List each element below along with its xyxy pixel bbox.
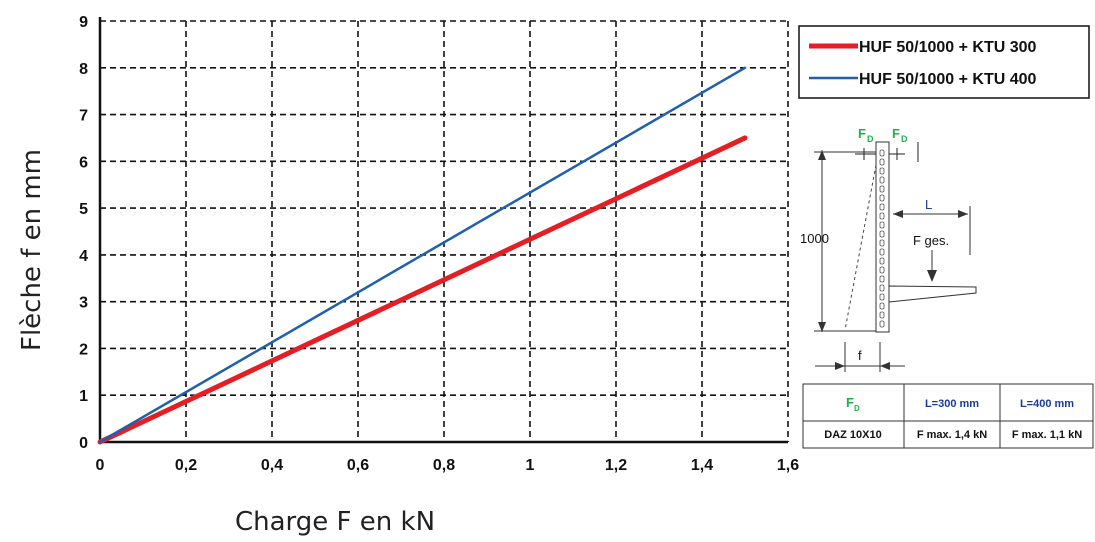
legend-label-ktu400: HUF 50/1000 + KTU 400 bbox=[859, 71, 1037, 88]
axes bbox=[98, 17, 788, 444]
y-tick-label: 4 bbox=[79, 248, 88, 265]
rail-hole bbox=[879, 185, 885, 193]
rail-hole bbox=[879, 230, 885, 238]
x-tick-label: 0,8 bbox=[433, 457, 455, 474]
rail-hole bbox=[879, 320, 885, 328]
table-cell-l400: F max. 1,1 kN bbox=[1012, 429, 1082, 441]
y-tick-label: 7 bbox=[79, 108, 88, 125]
force-label: F ges. bbox=[913, 233, 949, 248]
fd-label-1: F bbox=[858, 126, 866, 141]
f-arrow-left bbox=[835, 362, 845, 370]
y-tick-label: 2 bbox=[79, 341, 88, 358]
length-arrow-right bbox=[958, 210, 968, 218]
rail-hole bbox=[879, 149, 885, 157]
rail-hole bbox=[879, 239, 885, 247]
table-header-fd-sub: D bbox=[854, 404, 860, 413]
x-tick-label: 1 bbox=[526, 457, 535, 474]
height-arrow-bottom bbox=[818, 322, 826, 332]
series-layer bbox=[97, 66, 748, 445]
rail-hole bbox=[879, 257, 885, 265]
rail-hole bbox=[879, 167, 885, 175]
series-line-ktu300 bbox=[97, 135, 748, 445]
x-tick-label: 1,2 bbox=[605, 457, 627, 474]
rail-hole bbox=[879, 302, 885, 310]
rail-hole bbox=[879, 284, 885, 292]
rail-hole bbox=[879, 293, 885, 301]
y-tick-label: 9 bbox=[79, 14, 88, 31]
mounting-diagram: F D F D 1000 L F ges. bbox=[800, 126, 977, 372]
legend: HUF 50/1000 + KTU 300 HUF 50/1000 + KTU … bbox=[798, 25, 1090, 99]
bracket-arm bbox=[888, 285, 977, 303]
rail-hole bbox=[879, 275, 885, 283]
force-arrow-head bbox=[927, 270, 937, 282]
table-header-l400: L=400 mm bbox=[1020, 398, 1074, 410]
f-arrow-right bbox=[880, 362, 890, 370]
length-label: L bbox=[925, 197, 932, 212]
rail-hole bbox=[879, 266, 885, 274]
x-tick-label: 1,4 bbox=[691, 457, 713, 474]
x-axis-title: Charge F en kN bbox=[235, 507, 435, 537]
fd-sub-2: D bbox=[901, 134, 908, 144]
x-tick-label: 0,2 bbox=[175, 457, 197, 474]
y-tick-label: 3 bbox=[79, 295, 88, 312]
table-frame bbox=[802, 383, 1094, 449]
rail-hole bbox=[879, 212, 885, 220]
legend-box bbox=[798, 25, 1090, 99]
rail-hole bbox=[879, 311, 885, 319]
x-tick-label: 0,6 bbox=[347, 457, 369, 474]
rail-hole bbox=[879, 248, 885, 256]
table-header-fd: F bbox=[846, 395, 854, 410]
x-tick-label: 1,6 bbox=[777, 457, 799, 474]
fd-sub-1: D bbox=[867, 134, 874, 144]
y-tick-label: 6 bbox=[79, 154, 88, 171]
capacity-table: F D L=300 mm L=400 mm DAZ 10X10 F max. 1… bbox=[802, 383, 1094, 449]
table-cell-l300: F max. 1,4 kN bbox=[917, 429, 987, 441]
y-tick-label: 0 bbox=[79, 435, 88, 452]
legend-label-ktu300: HUF 50/1000 + KTU 300 bbox=[859, 39, 1037, 56]
x-tick-label: 0,4 bbox=[261, 457, 283, 474]
tick-labels: 0 0,2 0,4 0,6 0,8 1 1,2 1,4 1,6 0 1 2 3 4 5 6 7 8 9 bbox=[79, 14, 799, 474]
height-arrow-top bbox=[818, 150, 826, 160]
y-tick-label: 1 bbox=[79, 388, 88, 405]
length-arrow-left bbox=[893, 210, 903, 218]
height-label: 1000 bbox=[800, 231, 829, 246]
rail-hole bbox=[879, 194, 885, 202]
x-tick-label: 0 bbox=[96, 457, 105, 474]
rail-hole bbox=[879, 158, 885, 166]
table-cell-product: DAZ 10X10 bbox=[824, 429, 881, 441]
y-tick-label: 5 bbox=[79, 201, 88, 218]
rail-holes bbox=[879, 149, 885, 328]
series-line-ktu400 bbox=[98, 66, 747, 444]
rail-hole bbox=[879, 203, 885, 211]
fd-label-2: F bbox=[892, 126, 900, 141]
deflection-label: f bbox=[858, 348, 862, 363]
grid bbox=[100, 20, 789, 442]
table-header-l300: L=300 mm bbox=[925, 398, 979, 410]
deflection-line bbox=[844, 164, 877, 331]
y-tick-label: 8 bbox=[79, 61, 88, 78]
y-axis-title: Flèche f en mm bbox=[17, 149, 47, 351]
rail-hole bbox=[879, 221, 885, 229]
rail-hole bbox=[879, 176, 885, 184]
